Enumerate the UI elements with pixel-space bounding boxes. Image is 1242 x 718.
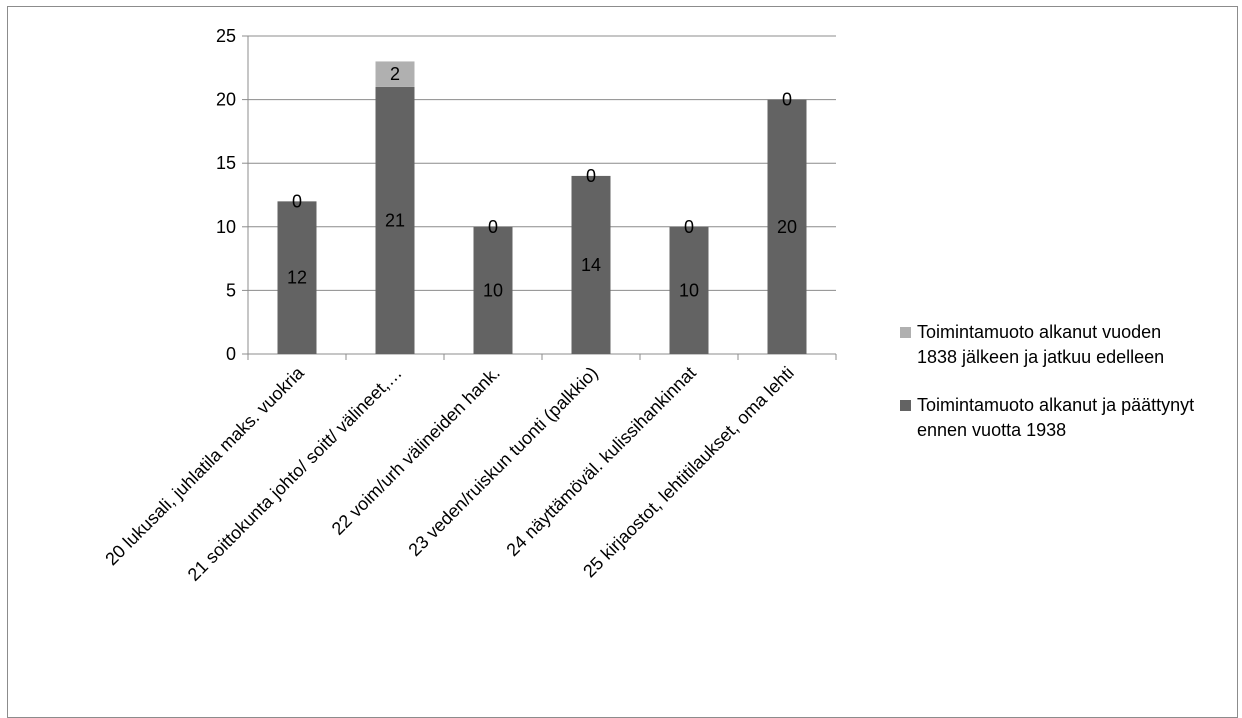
- x-category-label-1: 21 soittokunta johto/ soitt/ välineet,…: [184, 363, 406, 585]
- y-tick-label-3: 15: [216, 153, 236, 173]
- bar-series0-cat4: [669, 226, 709, 354]
- data-label-series1-cat2: 0: [488, 217, 498, 237]
- data-label-series1-cat5: 0: [782, 90, 792, 110]
- bar-series0-cat2: [473, 226, 513, 354]
- x-category-label-5: 25 kirjaostot, lehtitilaukset, oma lehti: [579, 363, 798, 582]
- data-label-series0-cat5: 20: [777, 217, 797, 237]
- y-tick-label-2: 10: [216, 217, 236, 237]
- x-category-label-3: 23 veden/ruiskun tuonti (palkkio): [404, 363, 601, 560]
- data-label-series1-cat1: 2: [390, 64, 400, 84]
- data-label-series0-cat3: 14: [581, 255, 601, 275]
- data-label-series1-cat0: 0: [292, 191, 302, 211]
- legend-item-ended: Toimintamuoto alkanut ja päättynyt ennen…: [900, 393, 1200, 443]
- x-category-label-0: 20 lukusali, juhlatila maks. vuokria: [101, 362, 308, 569]
- legend-swatch-ended: [900, 400, 911, 411]
- legend-swatch-continuing: [900, 327, 911, 338]
- y-tick-label-5: 25: [216, 26, 236, 46]
- y-tick-label-4: 20: [216, 90, 236, 110]
- bar-series0-cat3: [571, 175, 611, 354]
- bar-series1-cat1: [375, 61, 415, 87]
- chart-frame: [7, 6, 1238, 718]
- x-category-label-2: 22 voim/urh välineiden hank.: [328, 363, 504, 539]
- data-label-series1-cat3: 0: [586, 166, 596, 186]
- bar-series0-cat1: [375, 86, 415, 354]
- data-label-series1-cat4: 0: [684, 217, 694, 237]
- data-label-series0-cat4: 10: [679, 280, 699, 300]
- data-label-series0-cat1: 21: [385, 210, 405, 230]
- y-tick-label-1: 5: [226, 280, 236, 300]
- y-tick-label-0: 0: [226, 344, 236, 364]
- data-label-series0-cat0: 12: [287, 268, 307, 288]
- data-label-series0-cat2: 10: [483, 280, 503, 300]
- legend-label-ended: Toimintamuoto alkanut ja päättynyt ennen…: [917, 395, 1195, 440]
- legend-item-continuing: Toimintamuoto alkanut vuoden 1838 jälkee…: [900, 320, 1200, 370]
- legend-label-continuing: Toimintamuoto alkanut vuoden 1838 jälkee…: [917, 322, 1165, 367]
- chart-legend: Toimintamuoto alkanut vuoden 1838 jälkee…: [900, 320, 1200, 466]
- bar-series0-cat0: [277, 201, 317, 354]
- x-category-label-4: 24 näyttämöväl. kulissihankinnat: [502, 363, 699, 560]
- bar-series0-cat5: [767, 99, 807, 354]
